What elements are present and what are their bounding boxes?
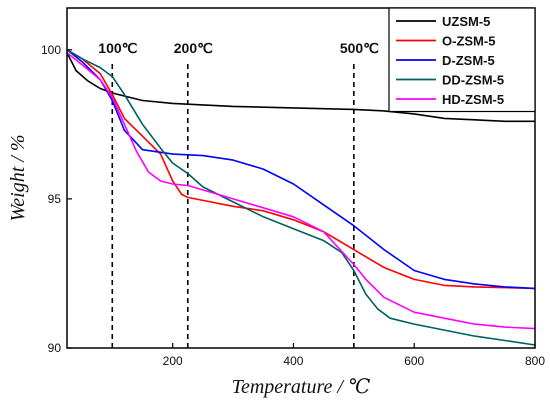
x-tick-label: 600 [404, 354, 424, 368]
plot-frame [66, 7, 536, 349]
x-tick-label: 800 [525, 354, 545, 368]
x-axis-label: Temperature / ℃ [232, 376, 371, 398]
y-tick-label: 100 [41, 43, 61, 57]
series-line-dd-zsm-5 [66, 49, 536, 346]
y-tick-label: 95 [48, 192, 62, 206]
y-tick-label: 90 [48, 341, 62, 355]
series-line-o-zsm-5 [66, 49, 536, 290]
annotation-label: 200℃ [174, 40, 213, 56]
legend: UZSM-5 O-ZSM-5 D-ZSM-5 DD-ZSM-5 HD-ZSM-5 [388, 7, 536, 113]
annotation-label: 100℃ [98, 40, 137, 56]
legend-label: O-ZSM-5 [442, 34, 495, 49]
series-group [66, 49, 536, 346]
y-axis-label: Weight / % [7, 134, 29, 221]
legend-label: DD-ZSM-5 [442, 73, 504, 88]
legend-label: UZSM-5 [442, 14, 490, 29]
series-line-uzsm-5 [66, 52, 535, 123]
legend-label: HD-ZSM-5 [442, 92, 504, 107]
annotation-label: 500℃ [340, 40, 379, 56]
annotation-group: 100℃ 200℃ 500℃ [98, 40, 379, 348]
tick-group: 200 400 600 800 90 95 100 [41, 43, 545, 368]
series-line-d-zsm-5 [66, 49, 536, 290]
x-tick-label: 400 [283, 354, 303, 368]
x-tick-label: 200 [163, 354, 183, 368]
legend-label: D-ZSM-5 [442, 53, 495, 68]
series-line-hd-zsm-5 [66, 52, 536, 330]
